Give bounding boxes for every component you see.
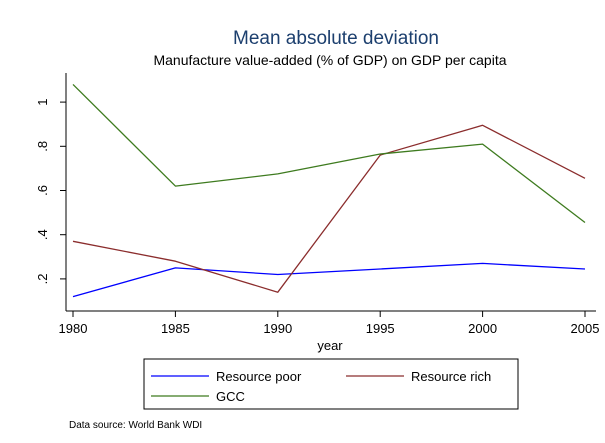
x-axis-ticks: 1980 1985 1990 1995 2000 2005 [59, 311, 600, 336]
y-tick-label: .4 [35, 229, 50, 240]
y-tick-label: .8 [35, 141, 50, 152]
series-lines [72, 83, 586, 298]
y-tick-label: .2 [35, 273, 50, 284]
plot-area [66, 73, 596, 311]
legend-label-gcc: GCC [216, 389, 245, 404]
x-tick-label: 1995 [366, 321, 395, 336]
x-tick-label: 2005 [571, 321, 600, 336]
x-tick-label: 1980 [59, 321, 88, 336]
x-tick-label: 1985 [161, 321, 190, 336]
y-axis-ticks: .2 .4 .6 .8 1 [35, 98, 66, 284]
x-tick-label: 2000 [468, 321, 497, 336]
y-tick-label: .6 [35, 185, 50, 196]
x-tick-label: 1990 [263, 321, 292, 336]
y-tick-label: 1 [35, 98, 50, 105]
x-axis-title: year [317, 338, 343, 353]
legend-label-resource-rich: Resource rich [411, 369, 491, 384]
series-line-resource-rich [72, 124, 586, 293]
series-line-resource-poor [72, 262, 586, 298]
chart-subtitle: Manufacture value-added (% of GDP) on GD… [153, 52, 506, 68]
legend-box [143, 358, 519, 410]
data-source-note: Data source: World Bank WDI [69, 420, 202, 431]
series-line-gcc [72, 83, 586, 224]
chart-title: Mean absolute deviation [233, 28, 439, 49]
legend: Resource poor Resource rich GCC [143, 358, 519, 410]
legend-label-resource-poor: Resource poor [216, 369, 302, 384]
